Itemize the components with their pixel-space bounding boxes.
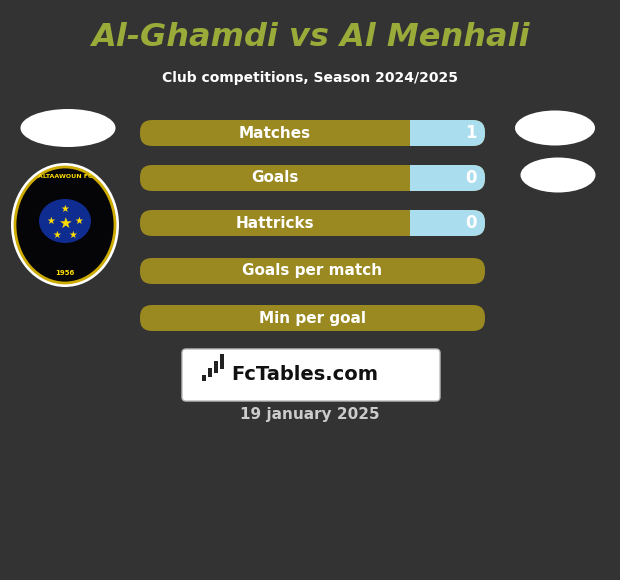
- Text: ★: ★: [53, 230, 61, 240]
- Bar: [202, 375, 206, 381]
- FancyBboxPatch shape: [182, 349, 440, 401]
- Bar: [410, 165, 428, 191]
- Ellipse shape: [39, 199, 91, 243]
- Text: ★: ★: [74, 216, 83, 226]
- Bar: [410, 210, 428, 236]
- Bar: [220, 354, 224, 369]
- Bar: [410, 120, 428, 146]
- Text: Hattricks: Hattricks: [236, 216, 314, 230]
- Text: ★: ★: [61, 204, 69, 214]
- Text: 0: 0: [465, 169, 477, 187]
- Ellipse shape: [11, 163, 119, 287]
- Text: 0: 0: [465, 214, 477, 232]
- Text: 19 january 2025: 19 january 2025: [240, 408, 380, 422]
- FancyBboxPatch shape: [140, 305, 485, 331]
- FancyBboxPatch shape: [140, 120, 485, 146]
- Ellipse shape: [521, 158, 595, 193]
- Text: Club competitions, Season 2024/2025: Club competitions, Season 2024/2025: [162, 71, 458, 85]
- Text: Al-Ghamdi vs Al Menhali: Al-Ghamdi vs Al Menhali: [91, 23, 529, 53]
- Bar: [208, 368, 212, 377]
- Text: Goals: Goals: [251, 171, 299, 186]
- Ellipse shape: [515, 111, 595, 146]
- FancyBboxPatch shape: [410, 165, 485, 191]
- FancyBboxPatch shape: [140, 258, 485, 284]
- FancyBboxPatch shape: [410, 120, 485, 146]
- Text: 1956: 1956: [55, 270, 74, 276]
- Text: ★: ★: [46, 216, 55, 226]
- Text: FcTables.com: FcTables.com: [231, 365, 378, 385]
- Text: ★: ★: [69, 230, 78, 240]
- Text: Goals per match: Goals per match: [242, 263, 383, 278]
- Text: Matches: Matches: [239, 125, 311, 140]
- FancyBboxPatch shape: [140, 210, 485, 236]
- Ellipse shape: [15, 167, 115, 283]
- Ellipse shape: [20, 109, 115, 147]
- FancyBboxPatch shape: [410, 210, 485, 236]
- Text: Min per goal: Min per goal: [259, 310, 366, 325]
- Bar: [214, 361, 218, 373]
- Text: ★: ★: [58, 216, 72, 230]
- Text: ALTAAWOUN FC: ALTAAWOUN FC: [38, 175, 92, 179]
- FancyBboxPatch shape: [140, 165, 485, 191]
- Text: 1: 1: [465, 124, 477, 142]
